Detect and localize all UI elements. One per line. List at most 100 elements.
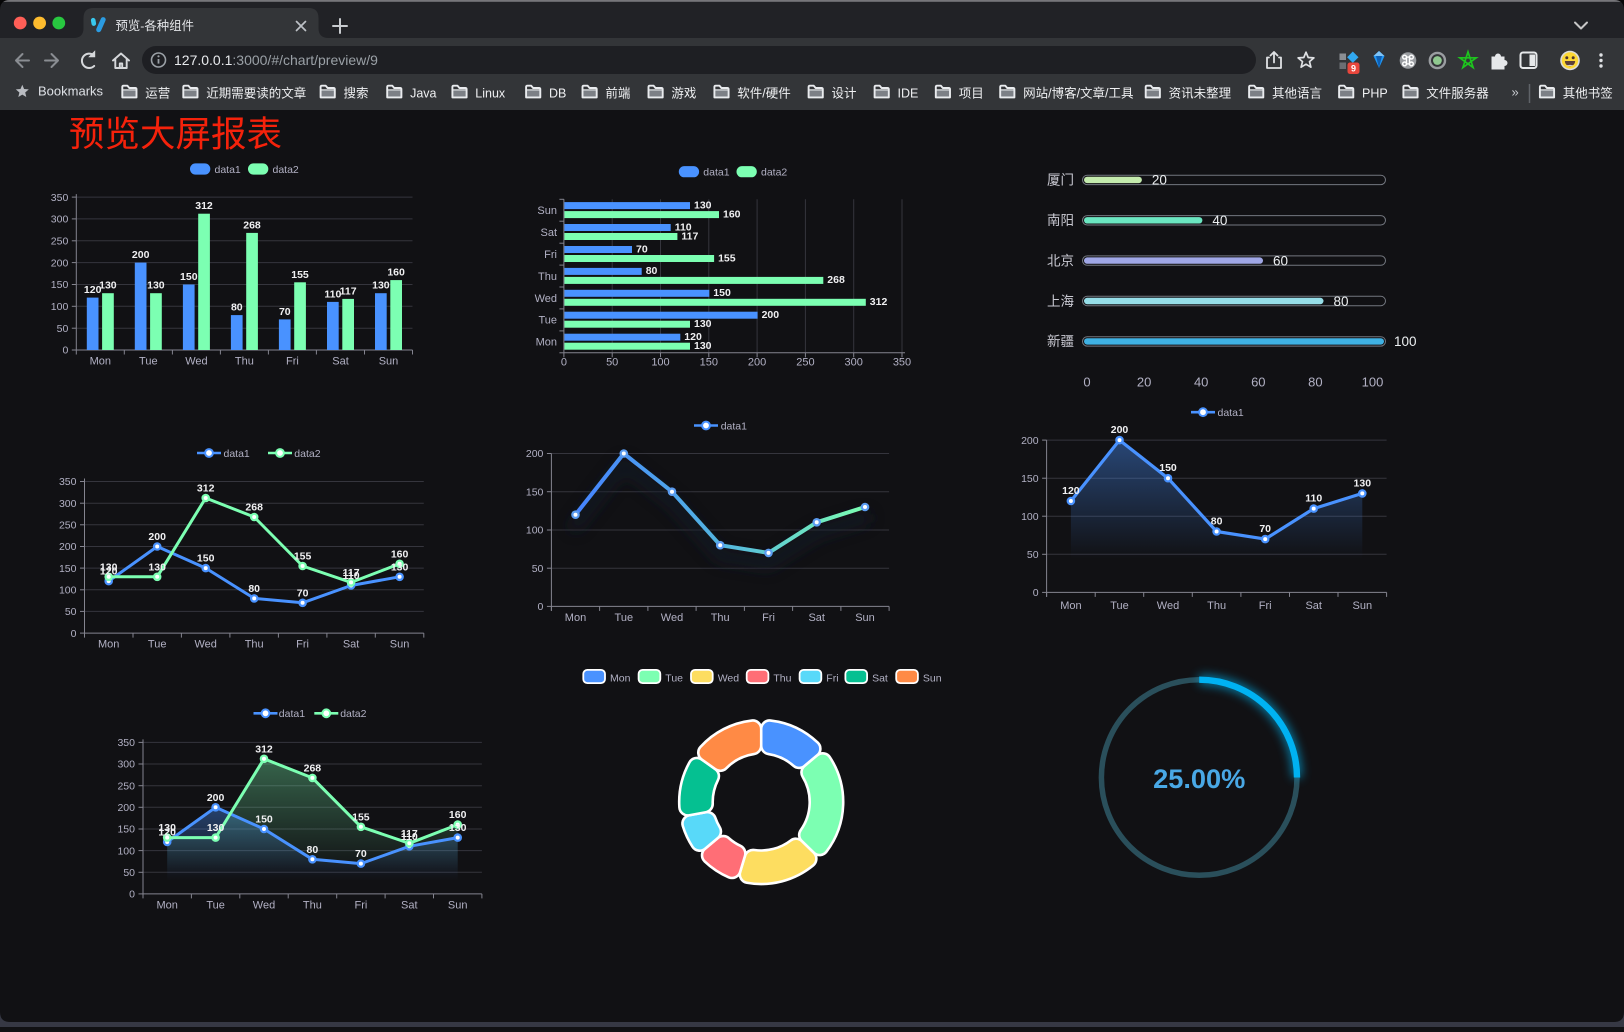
svg-text:Bookmarks: Bookmarks (38, 84, 104, 99)
svg-text:150: 150 (117, 824, 135, 836)
svg-text:Sat: Sat (343, 639, 360, 651)
svg-text:150: 150 (526, 486, 544, 498)
svg-text:Wed: Wed (1157, 600, 1179, 612)
svg-text:110: 110 (343, 570, 360, 582)
svg-text:350: 350 (117, 737, 135, 749)
svg-text:268: 268 (245, 502, 263, 514)
svg-text:155: 155 (352, 811, 370, 823)
svg-text:Sun: Sun (855, 612, 875, 624)
svg-text:Sat: Sat (872, 672, 888, 684)
svg-text:上海: 上海 (1047, 294, 1074, 309)
svg-text:60: 60 (1273, 253, 1288, 268)
svg-text:Fri: Fri (762, 612, 775, 624)
svg-text:155: 155 (718, 252, 736, 264)
svg-text:data2: data2 (340, 708, 366, 720)
svg-text:Tue: Tue (538, 315, 557, 327)
svg-text:312: 312 (197, 483, 215, 495)
svg-text:150: 150 (51, 279, 69, 291)
svg-text:300: 300 (117, 759, 135, 771)
svg-text:Wed: Wed (661, 612, 683, 624)
svg-text:200: 200 (117, 802, 135, 814)
svg-text:50: 50 (532, 563, 544, 575)
svg-text:130: 130 (694, 199, 712, 211)
svg-text:250: 250 (59, 520, 77, 532)
svg-text:130: 130 (100, 561, 118, 573)
svg-text:130: 130 (449, 822, 467, 834)
svg-text:data2: data2 (273, 164, 299, 176)
svg-text:游戏: 游戏 (671, 87, 696, 101)
svg-text:150: 150 (197, 553, 215, 565)
svg-text:50: 50 (123, 867, 135, 879)
svg-text:100: 100 (651, 356, 669, 368)
svg-text:100: 100 (51, 301, 69, 313)
svg-text:50: 50 (57, 323, 69, 335)
svg-text:150: 150 (255, 814, 273, 826)
svg-text:150: 150 (59, 563, 77, 575)
svg-text:268: 268 (243, 219, 261, 231)
svg-text:Tue: Tue (615, 612, 634, 624)
svg-text:Sat: Sat (808, 612, 825, 624)
svg-text:Mon: Mon (565, 612, 586, 624)
svg-text:0: 0 (1083, 375, 1090, 390)
svg-text:70: 70 (1259, 523, 1271, 535)
svg-text:117: 117 (340, 285, 357, 297)
svg-text:150: 150 (1021, 473, 1039, 485)
svg-text:350: 350 (893, 356, 911, 368)
svg-text:70: 70 (355, 848, 367, 860)
svg-text:Tue: Tue (665, 672, 683, 684)
svg-text:Thu: Thu (303, 900, 322, 912)
svg-text:Mon: Mon (98, 639, 119, 651)
svg-text:Tue: Tue (139, 356, 158, 368)
svg-text:100: 100 (1362, 375, 1384, 390)
svg-text:200: 200 (1021, 435, 1039, 447)
svg-text:Tue: Tue (148, 639, 167, 651)
svg-text:80: 80 (1211, 516, 1223, 528)
svg-text:117: 117 (401, 828, 418, 840)
svg-text:300: 300 (59, 498, 77, 510)
svg-text:Sun: Sun (923, 672, 942, 684)
svg-text:0: 0 (561, 356, 567, 368)
svg-text:南阳: 南阳 (1047, 213, 1074, 228)
svg-text:data1: data1 (224, 448, 250, 460)
svg-text:网站/博客/文章/工具: 网站/博客/文章/工具 (1023, 86, 1134, 101)
svg-text:200: 200 (748, 356, 766, 368)
svg-text:厦门: 厦门 (1047, 173, 1074, 188)
svg-text:Sun: Sun (390, 639, 410, 651)
svg-text:Thu: Thu (245, 639, 264, 651)
svg-text:120: 120 (684, 331, 702, 343)
svg-text:268: 268 (827, 274, 845, 286)
svg-text:70: 70 (279, 306, 291, 318)
svg-text:Java: Java (410, 87, 436, 101)
svg-text:160: 160 (449, 809, 467, 821)
svg-text:200: 200 (148, 531, 166, 543)
svg-text:Thu: Thu (538, 271, 557, 283)
svg-text:Sun: Sun (1353, 600, 1373, 612)
svg-text:160: 160 (723, 208, 741, 220)
svg-text:268: 268 (304, 762, 322, 774)
svg-text:Wed: Wed (194, 639, 216, 651)
svg-text:200: 200 (207, 792, 225, 804)
svg-text:Sun: Sun (448, 900, 468, 912)
svg-text:350: 350 (59, 476, 77, 488)
svg-text:130: 130 (147, 280, 165, 292)
svg-text:100: 100 (117, 845, 135, 857)
svg-text:近期需要读的文章: 近期需要读的文章 (206, 86, 306, 101)
svg-text:80: 80 (1334, 294, 1349, 309)
svg-text:120: 120 (1062, 485, 1080, 497)
svg-text:Sat: Sat (401, 900, 418, 912)
svg-text:127.0.0.1:3000/#/chart/preview: 127.0.0.1:3000/#/chart/preview/9 (174, 52, 378, 68)
svg-text:data1: data1 (721, 420, 747, 432)
svg-text:Fri: Fri (544, 249, 557, 261)
svg-text:200: 200 (51, 257, 69, 269)
svg-text:110: 110 (401, 831, 418, 843)
svg-text:北京: 北京 (1047, 253, 1074, 268)
svg-text:软件/硬件: 软件/硬件 (737, 87, 790, 101)
svg-text:其他书签: 其他书签 (1563, 86, 1614, 101)
svg-text:40: 40 (1212, 213, 1227, 228)
svg-text:前端: 前端 (605, 86, 630, 101)
svg-text:项目: 项目 (959, 87, 984, 101)
svg-text:20: 20 (1152, 173, 1167, 188)
svg-text:data1: data1 (703, 167, 729, 179)
svg-text:40: 40 (1194, 375, 1208, 390)
svg-text:设计: 设计 (832, 86, 857, 101)
